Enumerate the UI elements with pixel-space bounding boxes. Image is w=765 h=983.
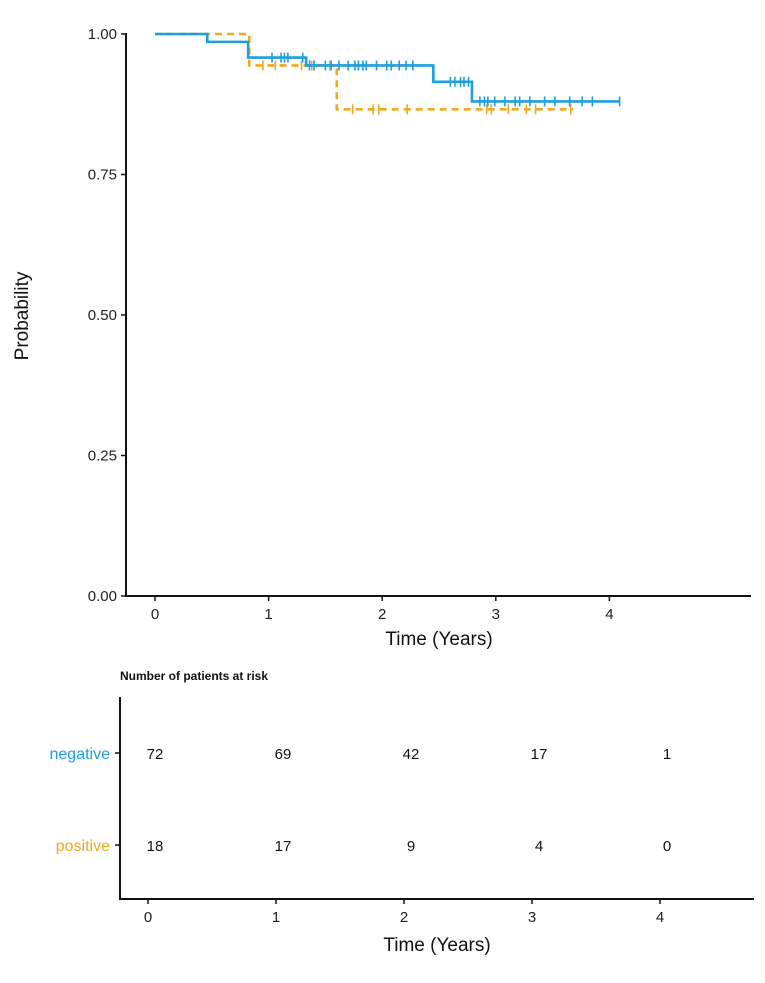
risk-count: 42 (403, 746, 420, 763)
x-tick-label: 2 (378, 606, 386, 623)
risk-count: 69 (275, 746, 292, 763)
risk-row-positive: positive 18 17 9 4 0 (56, 838, 671, 855)
y-tick-label: 0.50 (88, 307, 117, 324)
y-tick-label: 0.75 (88, 167, 117, 184)
risk-count: 17 (531, 746, 548, 763)
risk-x-axis-title: Time (Years) (383, 935, 490, 956)
risk-count: 18 (147, 838, 164, 855)
x-tick-label: 3 (492, 606, 500, 623)
risk-x-tick-label: 2 (400, 909, 408, 926)
y-tick-label: 1.00 (88, 26, 117, 43)
survival-curves (155, 32, 621, 115)
positive-step-line (155, 32, 574, 111)
risk-table: Number of patients at risk 0 1 2 3 4 negativ… (50, 669, 754, 956)
curve-negative (155, 32, 621, 107)
x-tick-label: 1 (264, 606, 272, 623)
negative-step-line (155, 32, 620, 103)
y-axis-title: Probability (12, 271, 33, 360)
risk-count: 4 (535, 838, 543, 855)
y-axis-ticks: 0.00 0.25 0.50 0.75 1.00 (88, 26, 126, 605)
curve-positive (155, 32, 574, 115)
risk-x-tick-label: 0 (144, 909, 152, 926)
risk-x-axis-ticks: 0 1 2 3 4 (144, 899, 664, 926)
y-tick-label: 0.00 (88, 588, 117, 605)
main-plot: 0.00 0.25 0.50 0.75 1.00 0 1 2 3 4 Probability T… (12, 26, 751, 650)
risk-group-label: negative (50, 746, 111, 763)
risk-group-label: positive (56, 838, 110, 855)
risk-table-title: Number of patients at risk (120, 669, 268, 683)
x-axis-ticks: 0 1 2 3 4 (151, 596, 614, 623)
risk-count: 72 (147, 746, 164, 763)
risk-row-negative: negative 72 69 42 17 1 (50, 746, 672, 763)
x-axis-title: Time (Years) (385, 629, 492, 650)
risk-x-tick-label: 4 (656, 909, 664, 926)
risk-x-tick-label: 1 (272, 909, 280, 926)
risk-rows: negative 72 69 42 17 1 positive 18 17 9 4 0 (50, 746, 672, 855)
risk-count: 0 (663, 838, 671, 855)
risk-count: 17 (275, 838, 292, 855)
risk-count: 9 (407, 838, 415, 855)
risk-count: 1 (663, 746, 671, 763)
x-tick-label: 4 (605, 606, 613, 623)
risk-x-tick-label: 3 (528, 909, 536, 926)
y-tick-label: 0.25 (88, 448, 117, 465)
x-tick-label: 0 (151, 606, 159, 623)
